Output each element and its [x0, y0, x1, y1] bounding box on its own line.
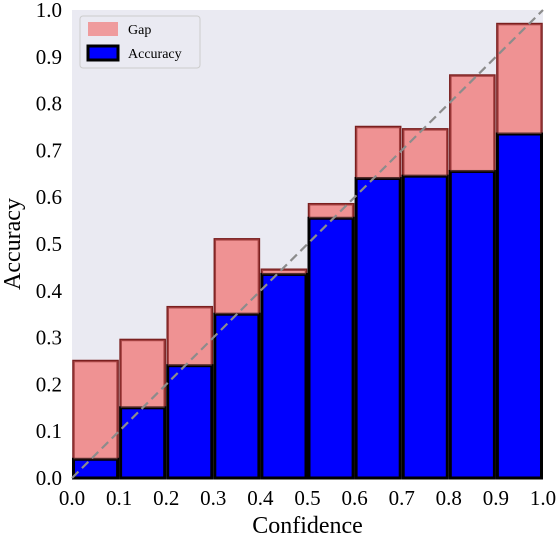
accuracy-bars [72, 24, 543, 480]
perfect-calibration-line [71, 9, 544, 479]
legend-swatch-accuracy [86, 44, 120, 62]
accuracy-bar [448, 169, 496, 480]
x-tick-label: 1.0 [530, 486, 556, 510]
y-tick-label: 0.8 [36, 92, 62, 116]
x-tick-label: 0.6 [341, 486, 367, 510]
gap-overlay [214, 239, 259, 315]
accuracy-bar [72, 457, 120, 480]
x-axis-ticks: 0.0 0.1 0.2 0.3 0.4 0.5 0.6 0.7 0.8 0.9 1.0 [59, 486, 556, 510]
gap-overlay [356, 127, 401, 179]
legend-swatch-gap [88, 22, 118, 36]
x-tick-label: 0.2 [153, 486, 179, 510]
y-tick-label: 0.1 [36, 419, 62, 443]
gap-overlay [497, 24, 542, 135]
accuracy-bar [260, 272, 308, 480]
y-tick-label: 0.9 [36, 45, 62, 69]
accuracy-bar [307, 216, 355, 480]
x-axis-title: Confidence [252, 513, 363, 539]
y-tick-label: 0.3 [36, 326, 62, 350]
y-tick-label: 0.0 [36, 466, 62, 490]
x-tick-label: 0.1 [106, 486, 132, 510]
y-axis-title: Accuracy [0, 198, 26, 290]
y-tick-label: 0.5 [36, 232, 62, 256]
x-tick-label: 0.9 [483, 486, 509, 510]
gap-overlay [120, 339, 165, 408]
x-tick-label: 0.7 [389, 486, 415, 510]
x-tick-label: 0.5 [294, 486, 320, 510]
accuracy-bar [166, 364, 214, 480]
gap-overlay [167, 307, 212, 366]
gap-overlay [403, 129, 448, 177]
y-axis-ticks: 0.0 0.1 0.2 0.3 0.4 0.5 0.6 0.7 0.8 0.9 1.0 [36, 0, 63, 490]
x-tick-label: 0.3 [200, 486, 226, 510]
accuracy-bar [213, 312, 261, 480]
gap-overlay [261, 269, 306, 275]
y-tick-label: 0.4 [36, 279, 63, 303]
accuracy-bar [495, 132, 543, 480]
x-tick-label: 0.0 [59, 486, 85, 510]
y-tick-label: 1.0 [36, 0, 62, 22]
accuracy-bar [119, 406, 167, 480]
legend-label-accuracy: Accuracy [128, 47, 182, 62]
accuracy-bar [354, 176, 402, 480]
legend-label-gap: Gap [128, 23, 151, 38]
y-tick-label: 0.7 [36, 138, 62, 162]
y-tick-label: 0.6 [36, 185, 62, 209]
x-tick-label: 0.8 [436, 486, 462, 510]
gap-overlay [73, 361, 118, 460]
accuracy-bar [401, 174, 449, 480]
gap-overlay [309, 204, 354, 219]
gap-overlay [450, 75, 495, 172]
y-tick-label: 0.2 [36, 372, 62, 396]
x-tick-label: 0.4 [247, 486, 274, 510]
legend: Gap Accuracy [79, 15, 201, 69]
